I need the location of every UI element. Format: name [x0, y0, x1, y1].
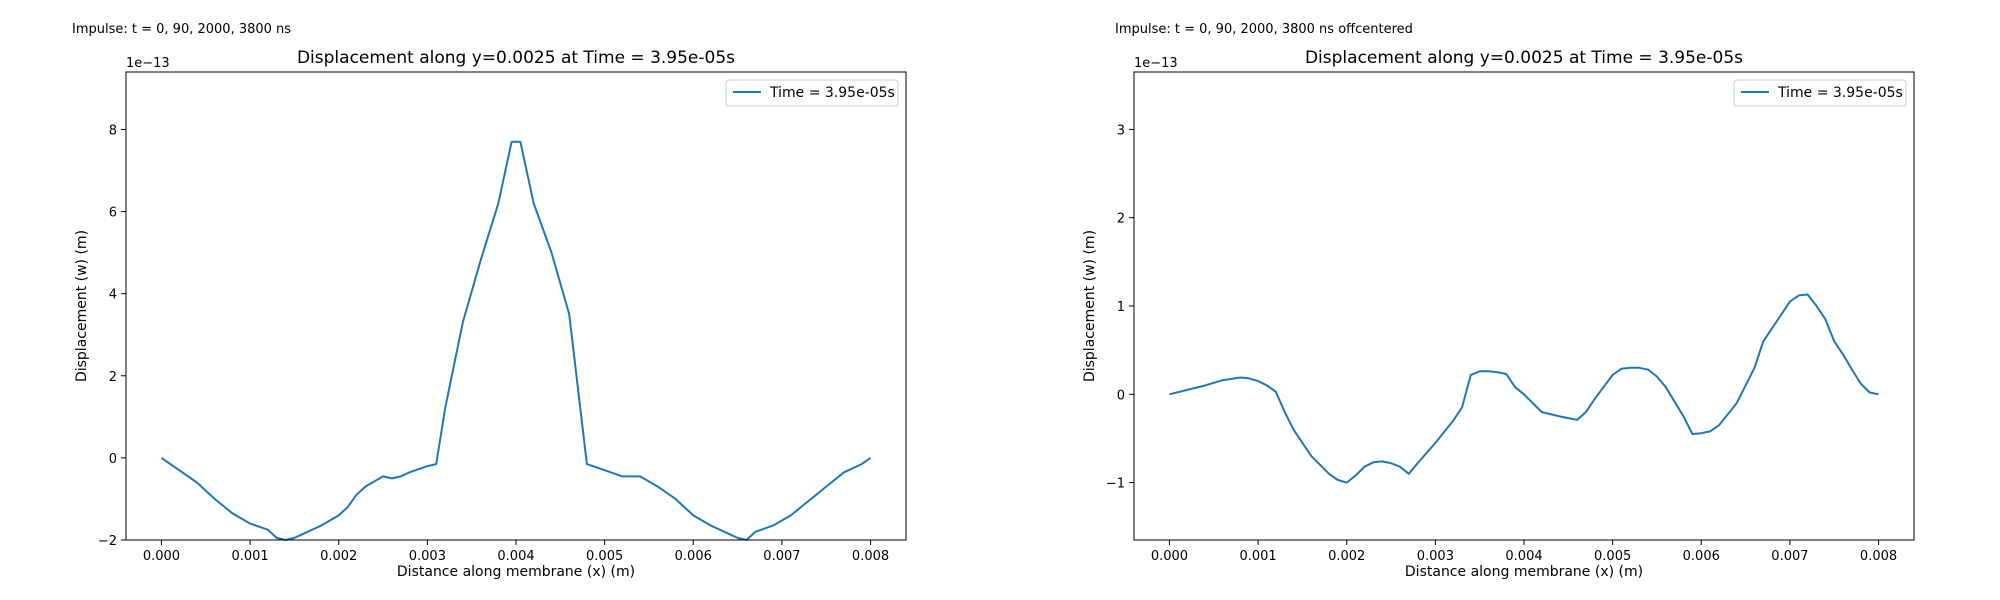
legend-label: Time = 3.95e-05s: [1777, 85, 1903, 101]
y-tick-label: −1: [1106, 477, 1125, 492]
y-tick-label: 3: [1117, 123, 1125, 138]
y-tick-label: 2: [1117, 212, 1125, 227]
x-tick-label: 0.001: [231, 549, 268, 564]
x-tick-label: 0.006: [1683, 549, 1720, 564]
plot-frame: [1133, 71, 1915, 541]
x-tick-label: 0.001: [1239, 549, 1276, 564]
x-tick-label: 0.004: [1505, 549, 1542, 564]
legend-box: [725, 79, 899, 107]
legend: Time = 3.95e-05s: [1733, 79, 1907, 107]
x-axis-label: Distance along membrane (x) (m): [1405, 564, 1643, 580]
y-tick-label: 1: [1117, 300, 1125, 315]
legend-label: Time = 3.95e-05s: [769, 85, 895, 101]
ticks-group: 0.000 0.001 0.002 0.003 0.004 0.005 0.006 0.007…: [98, 123, 889, 564]
y-tick-label: 2: [109, 370, 117, 385]
y-tick-label: 8: [109, 123, 117, 138]
legend: Time = 3.95e-05s: [725, 79, 899, 107]
x-tick-label: 0.003: [409, 549, 446, 564]
y-axis-label: Displacement (w) (m): [1082, 230, 1098, 382]
ticks-group: 0.000 0.001 0.002 0.003 0.004 0.005 0.006 0.007…: [1106, 123, 1897, 564]
series-line: [1169, 293, 1879, 484]
chart-title: Displacement along y=0.0025 at Time = 3.…: [1305, 48, 1743, 68]
x-tick-label: 0.002: [320, 549, 357, 564]
x-tick-label: 0.003: [1417, 549, 1454, 564]
x-tick-label: 0.008: [852, 549, 889, 564]
x-tick-label: 0.008: [1860, 549, 1897, 564]
panel-caption: Impulse: t = 0, 90, 2000, 3800 ns offcen…: [1115, 22, 1413, 37]
x-tick-label: 0.000: [143, 549, 180, 564]
chart-panel-left: Impulse: t = 0, 90, 2000, 3800 ns Displa…: [72, 22, 907, 580]
x-tick-label: 0.000: [1151, 549, 1188, 564]
panel-caption: Impulse: t = 0, 90, 2000, 3800 ns: [72, 22, 291, 37]
y-offset-label: 1e−13: [1134, 56, 1178, 71]
plot-frame: [125, 71, 907, 541]
x-tick-label: 0.007: [763, 549, 800, 564]
legend-box: [1733, 79, 1907, 107]
x-tick-label: 0.005: [1594, 549, 1631, 564]
y-tick-label: 4: [109, 288, 117, 303]
chart-title: Displacement along y=0.0025 at Time = 3.…: [297, 48, 735, 68]
y-tick-label: 0: [109, 452, 117, 467]
y-tick-label: 0: [1117, 388, 1125, 403]
y-axis-label: Displacement (w) (m): [74, 230, 90, 382]
x-axis-label: Distance along membrane (x) (m): [397, 564, 635, 580]
x-tick-label: 0.007: [1771, 549, 1808, 564]
y-tick-label: −2: [98, 534, 117, 549]
x-tick-label: 0.002: [1328, 549, 1365, 564]
x-tick-label: 0.005: [586, 549, 623, 564]
y-offset-label: 1e−13: [126, 56, 170, 71]
x-tick-label: 0.004: [497, 549, 534, 564]
x-tick-label: 0.006: [675, 549, 712, 564]
chart-panel-right: Impulse: t = 0, 90, 2000, 3800 ns offcen…: [1082, 22, 1915, 580]
y-tick-label: 6: [109, 206, 117, 221]
series-line: [160, 140, 872, 541]
